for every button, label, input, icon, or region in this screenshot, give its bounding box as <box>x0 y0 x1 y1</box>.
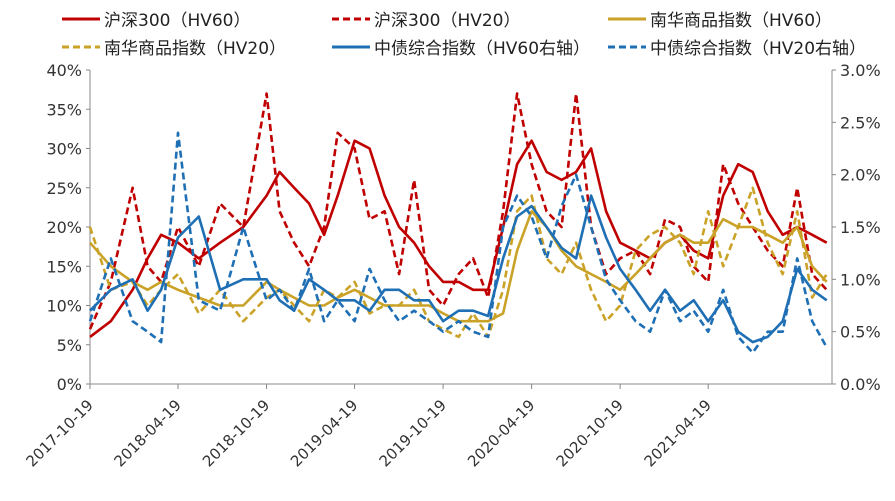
x-tick-label: 2017-10-19 <box>22 396 96 470</box>
legend-swatch-dashed-gold <box>62 45 100 48</box>
legend-swatch-solid-blue <box>332 45 370 48</box>
series-line-3 <box>88 186 828 339</box>
legend-label: 沪深300（HV60） <box>104 11 251 31</box>
y-left-tick-label: 10% <box>46 297 82 316</box>
legend-item-nanhua-hv60: 南华商品指数（HV60） <box>608 6 832 31</box>
legend-item-cbond-hv20: 中债综合指数（HV20右轴） <box>608 34 866 59</box>
y-left-tick-label: 5% <box>57 336 82 355</box>
legend: 沪深300（HV60） 沪深300（HV20） 南华商品指数（HV60） 南华商… <box>0 0 895 64</box>
legend-item-hs300-hv60: 沪深300（HV60） <box>62 6 251 31</box>
x-tick-label: 2021-04-19 <box>641 396 715 470</box>
x-tick-label: 2018-10-19 <box>199 396 273 470</box>
legend-item-cbond-hv60: 中债综合指数（HV60右轴） <box>332 34 590 59</box>
y-right-tick-label: 3.0% <box>840 61 881 80</box>
legend-label: 南华商品指数（HV20） <box>104 39 287 59</box>
y-right-tick-label: 0.5% <box>840 323 881 342</box>
y-right-tick-label: 1.0% <box>840 270 881 289</box>
legend-item-nanhua-hv20: 南华商品指数（HV20） <box>62 34 286 59</box>
y-left-tick-label: 20% <box>46 218 82 237</box>
legend-swatch-dashed-red <box>332 17 370 20</box>
legend-label: 中债综合指数（HV60右轴） <box>374 39 591 59</box>
y-left-tick-label: 30% <box>46 140 82 159</box>
legend-swatch-solid-gold <box>608 17 646 20</box>
y-left-tick-label: 25% <box>46 179 82 198</box>
y-left-tick-label: 40% <box>46 61 82 80</box>
x-tick-label: 2020-04-19 <box>464 396 538 470</box>
legend-label: 南华商品指数（HV60） <box>650 11 833 31</box>
y-right-tick-label: 2.0% <box>840 166 881 185</box>
x-tick-label: 2020-10-19 <box>553 396 627 470</box>
x-tick-label: 2018-04-19 <box>110 396 184 470</box>
y-right-tick-label: 2.5% <box>840 113 881 132</box>
y-left-tick-label: 0% <box>57 375 82 394</box>
x-tick-label: 2019-04-19 <box>287 396 361 470</box>
legend-label: 沪深300（HV20） <box>374 11 521 31</box>
y-right-tick-label: 1.5% <box>840 218 881 237</box>
legend-item-hs300-hv20: 沪深300（HV20） <box>332 6 521 31</box>
y-right-tick-label: 0.0% <box>840 375 881 394</box>
y-left-tick-label: 35% <box>46 100 82 119</box>
x-tick-label: 2019-10-19 <box>376 396 450 470</box>
series-line-5 <box>88 131 828 354</box>
legend-swatch-dashed-blue <box>608 45 646 48</box>
series-line-2 <box>89 210 828 323</box>
series-line-0 <box>89 139 828 338</box>
legend-label: 中债综合指数（HV20右轴） <box>650 39 867 59</box>
series-line-4 <box>89 194 828 344</box>
y-left-tick-label: 15% <box>46 257 82 276</box>
legend-swatch-solid-red <box>62 17 100 20</box>
series-line-1 <box>88 92 828 330</box>
